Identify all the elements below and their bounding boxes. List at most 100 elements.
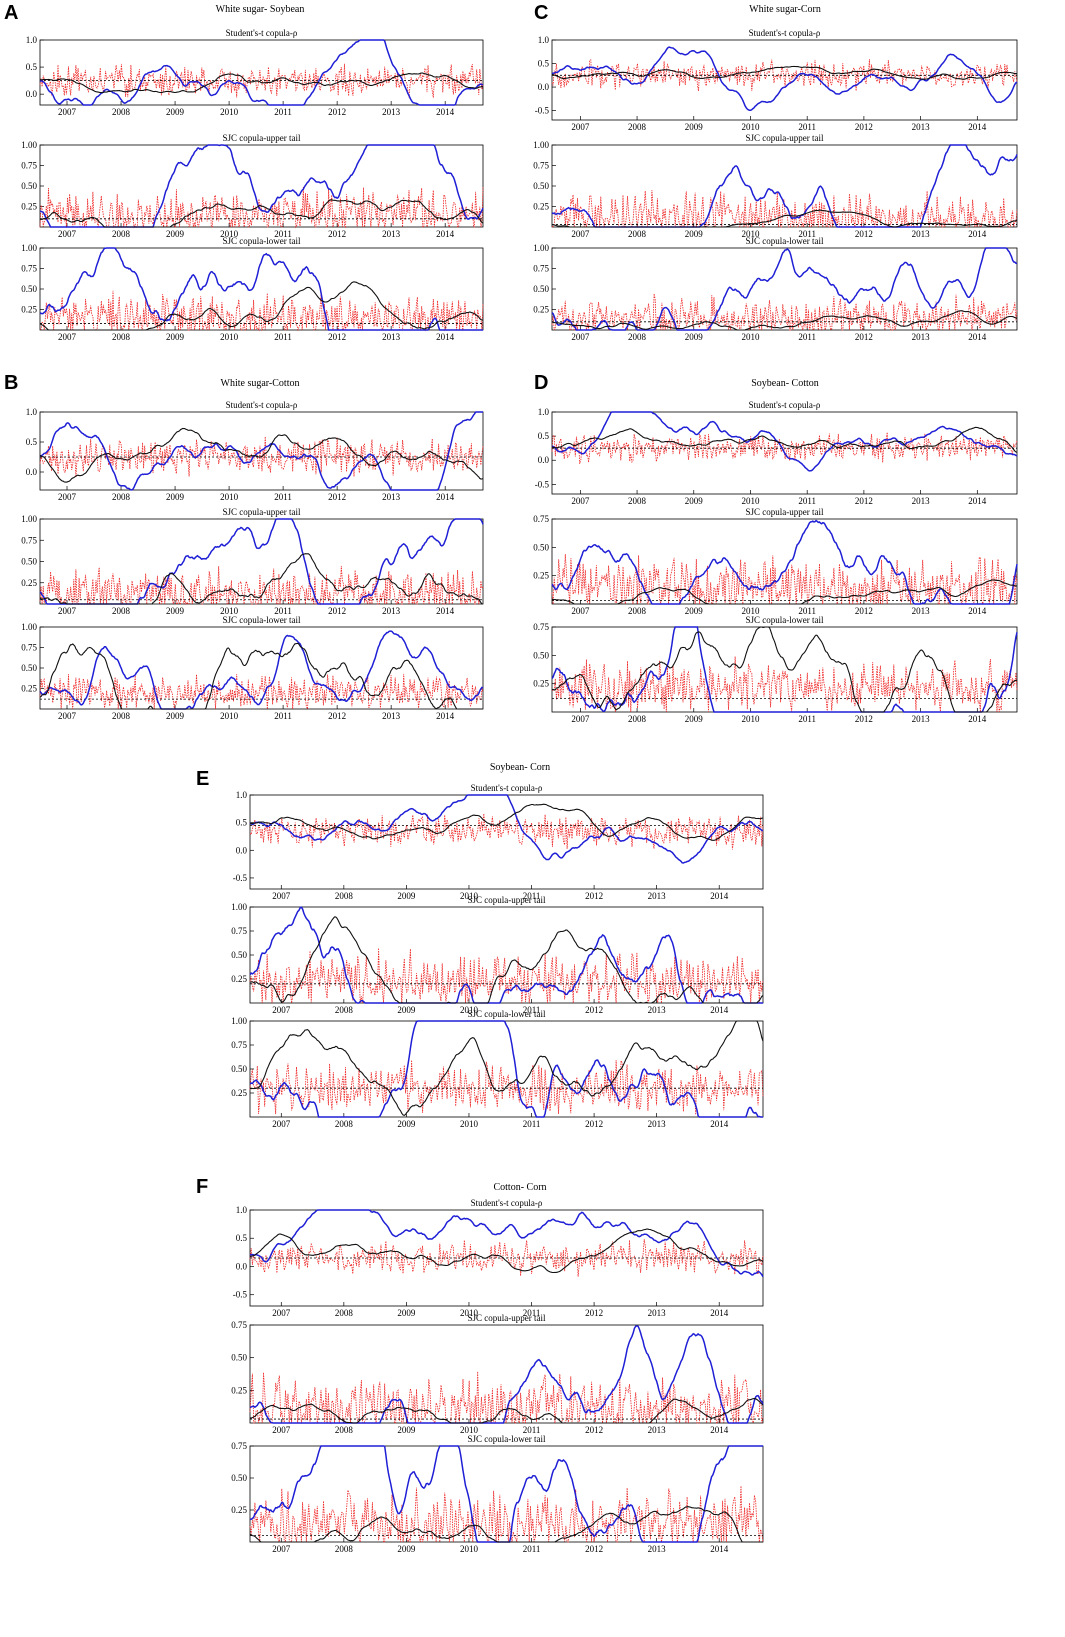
- panel-letter: D: [534, 372, 549, 394]
- series-black: [39, 72, 484, 94]
- x-tick-label: 2011: [523, 891, 541, 901]
- series-black: [39, 199, 484, 228]
- plot-frame: [551, 518, 1018, 605]
- y-tick-label: 0.75: [21, 643, 37, 653]
- series-blue: [249, 794, 764, 864]
- series-blue: [551, 519, 1018, 605]
- x-tick-label: 2011: [798, 714, 816, 724]
- x-tick-label: 2009: [397, 1005, 416, 1015]
- subplot-chart: 1.0 0.5 0.0 2007 2008 2009 2010 2011 2012 2013 201…: [26, 407, 484, 502]
- subplot-title: SJC copula-upper tail: [467, 1313, 546, 1323]
- series-red-dotted: [551, 59, 1018, 92]
- series-black: [249, 916, 764, 1004]
- subplot-chart: 1.0 0.5 0.0 -0.5 2007 2008 2009 2010 2011 2012 201…: [535, 35, 1018, 132]
- series-blue: [249, 1325, 764, 1424]
- y-tick-label: 0.25: [533, 305, 549, 315]
- series-red-dotted: [249, 1485, 764, 1543]
- x-tick-label: 2011: [274, 492, 292, 502]
- x-tick-label: 2008: [335, 1308, 354, 1318]
- x-tick-label: 2012: [328, 492, 346, 502]
- y-tick-label: 0.5: [26, 62, 38, 72]
- series-blue: [39, 247, 483, 331]
- y-tick-label: 0.75: [231, 926, 247, 936]
- y-tick-label: 0.75: [231, 1441, 247, 1451]
- x-tick-label: 2012: [328, 107, 346, 117]
- x-tick-label: 2007: [571, 122, 590, 132]
- y-tick-label: 0.50: [533, 284, 549, 294]
- x-tick-label: 2008: [112, 332, 131, 342]
- x-tick-label: 2014: [968, 714, 987, 724]
- y-tick-label: 0.5: [538, 59, 550, 69]
- x-tick-label: 2010: [460, 1544, 479, 1554]
- subplot-title: SJC copula-upper tail: [222, 133, 301, 143]
- x-tick-label: 2014: [436, 332, 455, 342]
- x-tick-label: 2011: [798, 229, 816, 239]
- subplot-title: Student's-t copula-ρ: [225, 400, 298, 410]
- x-tick-label: 2007: [571, 606, 590, 616]
- x-tick-label: 2014: [436, 107, 455, 117]
- x-tick-label: 2012: [328, 711, 346, 721]
- subplot-title: Student's-t copula-ρ: [470, 783, 543, 793]
- series-blue: [40, 144, 484, 228]
- x-tick-label: 2011: [798, 122, 816, 132]
- y-tick-label: 0.75: [533, 161, 549, 171]
- y-tick-label: 0.50: [231, 950, 247, 960]
- series-black: [39, 642, 483, 710]
- y-tick-label: 0.50: [231, 1064, 247, 1074]
- x-tick-label: 2014: [436, 711, 455, 721]
- subplot-chart: 1.00 0.75 0.50 0.25 2007 2008 2009 2010 2011 2012…: [231, 902, 764, 1015]
- series-black: [551, 626, 1018, 713]
- y-tick-label: 1.00: [231, 1016, 247, 1026]
- series-red-dotted: [551, 293, 1018, 332]
- y-tick-label: 1.0: [26, 407, 38, 417]
- y-tick-label: 0.5: [236, 818, 248, 828]
- series-red-dotted: [551, 190, 1018, 229]
- x-tick-label: 2009: [166, 332, 185, 342]
- x-tick-label: 2007: [272, 1308, 291, 1318]
- subplot-title: SJC copula-lower tail: [222, 615, 301, 625]
- subplot-title: Student's-t copula-ρ: [470, 1198, 543, 1208]
- x-tick-label: 2007: [272, 1544, 291, 1554]
- x-tick-label: 2013: [648, 1425, 667, 1435]
- plot-frame: [551, 411, 1018, 495]
- y-tick-label: 0.75: [231, 1040, 247, 1050]
- plot-frame: [249, 1324, 764, 1424]
- x-tick-label: 2013: [382, 492, 401, 502]
- x-tick-label: 2012: [328, 229, 346, 239]
- x-tick-label: 2008: [335, 1544, 354, 1554]
- series-black: [551, 65, 1018, 80]
- panel-letter: C: [534, 2, 549, 24]
- subplot-title: SJC copula-upper tail: [745, 507, 824, 517]
- y-tick-label: 0.0: [26, 467, 38, 477]
- plot-frame: [249, 1445, 764, 1543]
- x-tick-label: 2009: [397, 1308, 416, 1318]
- subplot-chart: 1.00 0.75 0.50 0.25 2007 2008 2009 2010 2011 2012…: [533, 243, 1018, 342]
- x-tick-label: 2013: [648, 1119, 667, 1129]
- x-tick-label: 2008: [335, 1425, 354, 1435]
- x-tick-label: 2011: [274, 107, 292, 117]
- x-tick-label: 2012: [585, 1119, 603, 1129]
- series-black: [39, 553, 483, 605]
- panel-letter: A: [4, 2, 19, 24]
- x-tick-label: 2010: [460, 891, 479, 901]
- y-tick-label: 0.75: [533, 514, 549, 524]
- x-tick-label: 2013: [648, 1005, 667, 1015]
- x-tick-label: 2011: [523, 1119, 541, 1129]
- subplot-title: Student's-t copula-ρ: [748, 28, 821, 38]
- x-tick-label: 2007: [272, 1425, 291, 1435]
- x-tick-label: 2012: [855, 496, 873, 506]
- subplot-chart: 1.00 0.75 0.50 0.25 2007 2008 2009 2010 2011 2012…: [21, 140, 484, 239]
- series-red-dotted: [249, 1239, 764, 1277]
- x-tick-label: 2013: [382, 229, 401, 239]
- subplot-chart: 1.00 0.75 0.50 0.25 2007 2008 2009 2010 2011 2012…: [21, 622, 484, 721]
- x-tick-label: 2012: [328, 606, 346, 616]
- subplot-chart: 0.75 0.50 0.25 2007 2008 2009 2010 2011 2012 2013…: [231, 1441, 764, 1554]
- series-black: [249, 1506, 763, 1543]
- y-tick-label: 0.5: [26, 437, 38, 447]
- y-tick-label: 0.25: [231, 1385, 247, 1395]
- series-blue: [551, 144, 1018, 228]
- x-tick-label: 2007: [58, 492, 77, 502]
- subplot-title: SJC copula-lower tail: [222, 236, 301, 246]
- x-tick-label: 2009: [166, 711, 185, 721]
- subplot-chart: 0.75 0.50 0.25 2007 2008 2009 2010 2011 2012 2013…: [533, 622, 1018, 724]
